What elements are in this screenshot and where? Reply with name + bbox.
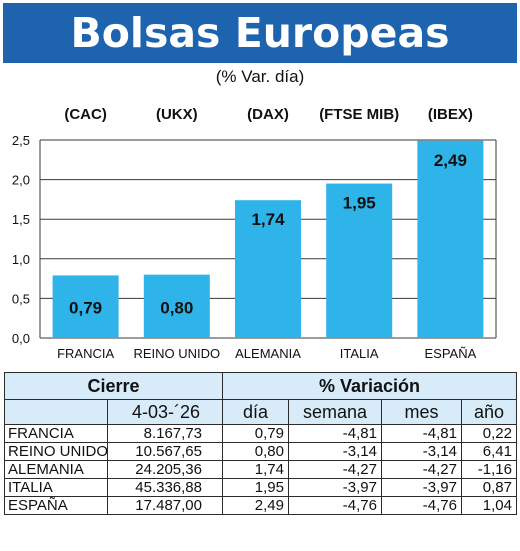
header-empty: [4, 399, 108, 425]
country-cell: ESPAÑA: [4, 496, 108, 515]
header-semana: semana: [288, 399, 382, 425]
header-date: 4-03-´26: [107, 399, 223, 425]
y-tick-label: 1,0: [12, 252, 30, 267]
anio-cell: -1,16: [461, 460, 517, 479]
index-label: (FTSE MIB): [319, 106, 399, 123]
header-mes: mes: [381, 399, 462, 425]
country-cell: FRANCIA: [4, 424, 108, 443]
y-tick-label: 0,0: [12, 331, 30, 346]
data-label: 1,95: [343, 194, 376, 213]
header-cierre: Cierre: [4, 372, 223, 400]
dia-cell: 1,95: [222, 478, 289, 497]
index-label: (DAX): [247, 106, 289, 123]
country-cell: REINO UNIDO: [4, 442, 108, 461]
y-tick-label: 2,0: [12, 173, 30, 188]
semana-cell: -3,97: [288, 478, 382, 497]
x-tick-label: FRANCIA: [57, 346, 114, 361]
index-label: (IBEX): [428, 106, 473, 123]
mes-cell: -3,14: [381, 442, 462, 461]
close-cell: 10.567,65: [107, 442, 223, 461]
index-label: (CAC): [64, 106, 107, 123]
header-variacion: % Variación: [222, 372, 517, 400]
bar: [235, 200, 301, 338]
table-row: ESPAÑA 17.487,00 2,49 -4,76 -4,76 1,04: [4, 496, 517, 515]
index-label: (UKX): [156, 106, 198, 123]
data-label: 0,80: [160, 298, 193, 317]
anio-cell: 1,04: [461, 496, 517, 515]
country-cell: ITALIA: [4, 478, 108, 497]
dia-cell: 2,49: [222, 496, 289, 515]
data-label: 0,79: [69, 299, 102, 318]
dia-cell: 0,80: [222, 442, 289, 461]
anio-cell: 0,22: [461, 424, 517, 443]
close-cell: 17.487,00: [107, 496, 223, 515]
bar: [143, 274, 210, 338]
x-tick-label: REINO UNIDO: [133, 346, 220, 361]
mes-cell: -3,97: [381, 478, 462, 497]
data-label: 2,49: [434, 151, 467, 170]
semana-cell: -4,76: [288, 496, 382, 515]
dia-cell: 0,79: [222, 424, 289, 443]
table-row: ITALIA 45.336,88 1,95 -3,97 -3,97 0,87: [4, 478, 517, 497]
mes-cell: -4,76: [381, 496, 462, 515]
mes-cell: -4,27: [381, 460, 462, 479]
stock-table: Cierre % Variación 4-03-´26 día semana m…: [4, 372, 517, 547]
bar-chart: 0,0 0,5 1,0 1,5 2,0 2,5 0,79 FRANCIA (CAC) 0,80 RE…: [12, 106, 497, 361]
y-tick-label: 0,5: [12, 291, 30, 306]
semana-cell: -4,27: [288, 460, 382, 479]
anio-cell: 6,41: [461, 442, 517, 461]
country-cell: ALEMANIA: [4, 460, 108, 479]
table-row: REINO UNIDO 10.567,65 0,80 -3,14 -3,14 6…: [4, 442, 517, 461]
anio-cell: 0,87: [461, 478, 517, 497]
x-tick-label: ESPAÑA: [425, 346, 477, 361]
bar: [417, 140, 484, 338]
semana-cell: -4,81: [288, 424, 382, 443]
header-anio: año: [461, 399, 517, 425]
close-cell: 8.167,73: [107, 424, 223, 443]
semana-cell: -3,14: [288, 442, 382, 461]
close-cell: 24.205,36: [107, 460, 223, 479]
bar: [326, 183, 393, 338]
bar: [52, 275, 119, 338]
header-dia: día: [222, 399, 289, 425]
y-tick-label: 1,5: [12, 212, 30, 227]
chart-subtitle: (% Var. día): [215, 67, 305, 86]
page-title: Bolsas Europeas: [3, 3, 517, 63]
table-row: FRANCIA 8.167,73 0,79 -4,81 -4,81 0,22: [4, 424, 517, 443]
mes-cell: -4,81: [381, 424, 462, 443]
x-tick-label: ITALIA: [340, 346, 379, 361]
data-label: 1,74: [251, 210, 285, 229]
close-cell: 45.336,88: [107, 478, 223, 497]
y-tick-label: 2,5: [12, 133, 30, 148]
x-tick-label: ALEMANIA: [235, 346, 301, 361]
dia-cell: 1,74: [222, 460, 289, 479]
table-row: ALEMANIA 24.205,36 1,74 -4,27 -4,27 -1,1…: [4, 460, 517, 479]
